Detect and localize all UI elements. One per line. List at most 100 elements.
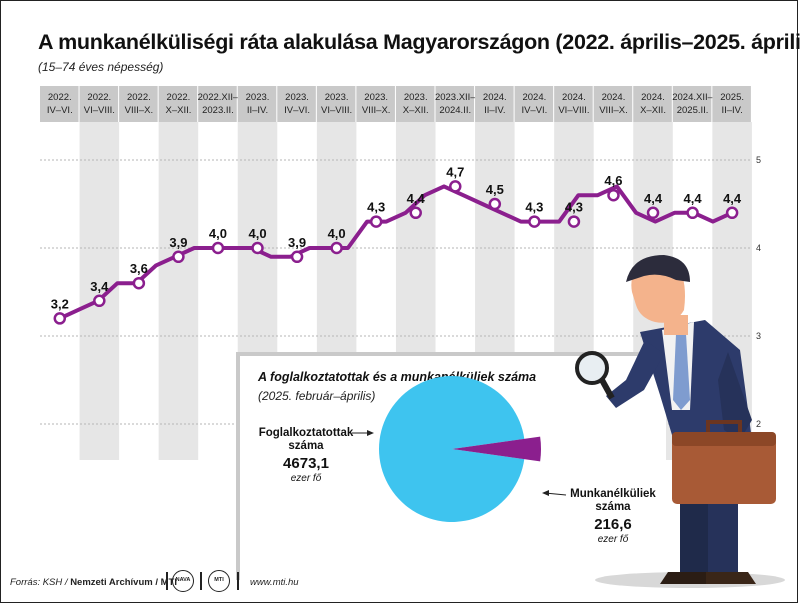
x-tick-label: II–IV. xyxy=(247,105,268,116)
x-tick-label: II–IV. xyxy=(484,105,505,116)
data-point xyxy=(369,215,383,228)
x-tick-label: 2023. xyxy=(404,92,428,103)
x-tick-label: X–XII. xyxy=(165,105,191,116)
x-tick-label: 2024. xyxy=(641,92,665,103)
data-label: 4,3 xyxy=(367,200,385,215)
pie-label-employed-line1: Foglalkoztatottak xyxy=(258,427,354,439)
website-link[interactable]: www.mti.hu xyxy=(250,577,299,588)
header-cell xyxy=(316,86,356,122)
x-tick-label: VIII–X. xyxy=(599,105,628,116)
x-tick-label: 2023. xyxy=(325,92,349,103)
data-label: 4,4 xyxy=(407,191,426,206)
data-point xyxy=(409,206,422,220)
person-arm-front xyxy=(606,340,664,408)
person-shoe-front xyxy=(706,572,756,584)
data-label: 3,9 xyxy=(288,235,306,250)
header-cell xyxy=(593,86,633,122)
header-cell xyxy=(475,86,514,122)
header-cell xyxy=(435,86,475,122)
x-tick-label: VIII–X. xyxy=(362,105,391,116)
pie-label-unemployed-line2: száma xyxy=(595,501,631,513)
header-cell xyxy=(514,86,554,122)
nava-logo: NAVA xyxy=(172,570,194,592)
data-label: 4,3 xyxy=(565,200,583,215)
source-separator: / xyxy=(152,577,161,588)
x-tick-label: VI–VIII. xyxy=(84,105,115,116)
pie-slice-employed xyxy=(379,375,525,522)
briefcase-flap xyxy=(672,432,776,446)
person-hair xyxy=(626,255,690,282)
data-point xyxy=(607,188,620,202)
header-cell xyxy=(40,86,79,122)
data-point xyxy=(93,294,106,308)
x-tick-label: II–IV. xyxy=(721,105,742,116)
x-tick-label: 2022. xyxy=(127,92,151,103)
x-tick-label: 2024.XII– xyxy=(672,92,713,103)
x-tick-label: 2023. xyxy=(285,92,309,103)
header-cell xyxy=(554,86,593,122)
data-point xyxy=(251,241,264,255)
data-label: 3,9 xyxy=(169,235,187,250)
source-mti: MTI xyxy=(160,577,177,588)
header-cell xyxy=(395,86,435,122)
header-cell xyxy=(119,86,158,122)
pie-label-unemployed-line1: Munkanélküliek xyxy=(570,488,656,500)
data-label: 4,0 xyxy=(209,226,227,241)
x-tick-label: 2022.XII– xyxy=(198,92,239,103)
data-label: 4,7 xyxy=(446,164,464,179)
data-label: 4,0 xyxy=(328,226,346,241)
header-cell xyxy=(672,86,712,122)
data-label: 4,6 xyxy=(604,173,622,188)
header-cell xyxy=(356,86,395,122)
x-tick-label: VI–VIII. xyxy=(321,105,352,116)
source-archive: Nemzeti Archívum xyxy=(70,577,153,588)
data-label: 3,4 xyxy=(90,279,109,294)
header-cell xyxy=(79,86,119,122)
x-tick-label: 2024. xyxy=(562,92,586,103)
x-tick-label: VIII–X. xyxy=(125,105,154,116)
y-tick-label: 5 xyxy=(756,155,761,165)
header-cell xyxy=(237,86,277,122)
x-tick-label: 2024.II. xyxy=(439,105,471,116)
x-tick-label: IV–VI. xyxy=(284,105,310,116)
main-title: A munkanélküliségi ráta alakulása Magyar… xyxy=(38,30,800,54)
x-tick-label: 2025.II. xyxy=(677,105,709,116)
data-point xyxy=(211,241,225,255)
briefcase-body xyxy=(672,432,776,504)
person-tie xyxy=(673,334,690,410)
x-tick-label: 2024. xyxy=(602,92,626,103)
person-arm-back xyxy=(718,352,752,440)
header-cell xyxy=(158,86,198,122)
pie-label-employed-line2: száma xyxy=(288,440,324,452)
data-point xyxy=(567,215,581,228)
source-prefix: Forrás: KSH / xyxy=(10,577,71,588)
mti-logo: MTI xyxy=(208,570,230,592)
data-label: 4,3 xyxy=(525,200,543,215)
data-point xyxy=(330,241,343,255)
x-tick-label: X–XII. xyxy=(640,105,666,116)
data-point xyxy=(528,215,541,228)
data-label: 4,4 xyxy=(684,191,703,206)
column-stripe xyxy=(158,122,199,460)
unemployment-rate-line xyxy=(57,184,735,321)
x-tick-label: 2022. xyxy=(48,92,72,103)
x-tick-label: IV–VI. xyxy=(521,105,547,116)
pie-unit-employed: ezer fő xyxy=(290,473,322,484)
data-point xyxy=(53,312,67,325)
x-tick-label: 2022. xyxy=(167,92,191,103)
x-tick-label: 2022. xyxy=(87,92,111,103)
footer-separator-1 xyxy=(166,572,168,590)
y-tick-label: 3 xyxy=(756,331,761,341)
data-point xyxy=(449,180,462,193)
data-point xyxy=(646,206,660,220)
pie-arrow-employed-head xyxy=(367,430,374,436)
briefcase-handle xyxy=(706,420,742,432)
x-tick-label: VI–VIII. xyxy=(558,105,589,116)
footer-separator-2 xyxy=(200,572,202,590)
data-label: 3,2 xyxy=(51,296,69,311)
x-tick-label: 2024. xyxy=(522,92,546,103)
header-cell xyxy=(198,86,237,122)
pie-unit-unemployed: ezer fő xyxy=(597,534,629,545)
